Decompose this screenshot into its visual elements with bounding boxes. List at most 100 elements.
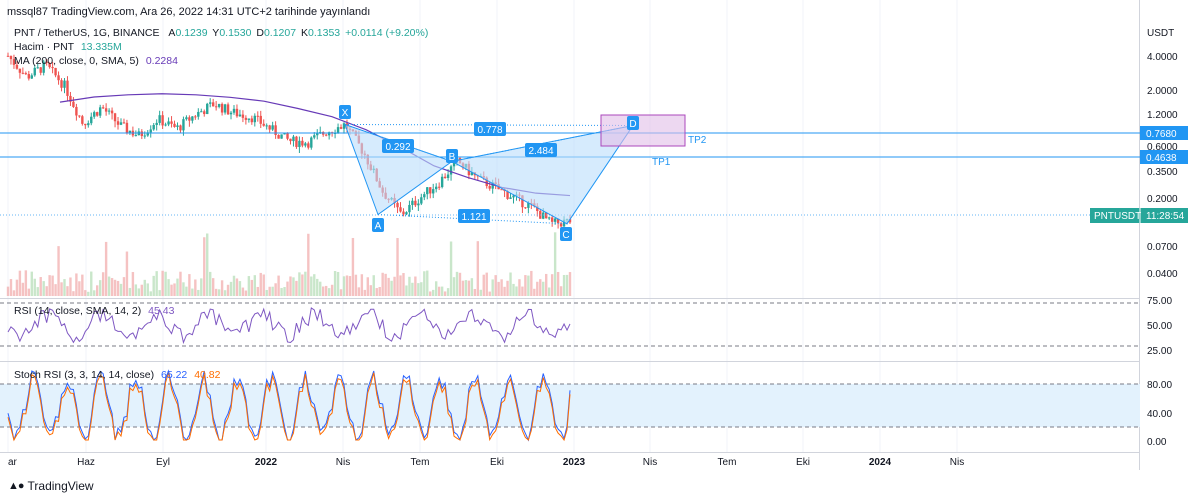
candle-body: [488, 186, 491, 189]
volume-bar: [494, 275, 497, 296]
candle-body: [280, 134, 283, 139]
volume-bar: [63, 279, 66, 296]
candle-body: [559, 223, 563, 227]
volume-bar: [274, 283, 277, 296]
candle-body: [75, 106, 78, 116]
volume-bar: [66, 286, 69, 296]
candle-body: [90, 116, 93, 124]
candle-body: [316, 133, 319, 136]
volume-bar: [200, 278, 203, 296]
volume-bar: [209, 271, 212, 296]
volume-bar: [402, 273, 405, 296]
volume-bar: [396, 237, 399, 296]
volume-bar: [497, 281, 500, 296]
volume-bar: [60, 282, 63, 296]
candle-body: [556, 218, 560, 224]
volume-bar: [360, 274, 364, 296]
volume-bar: [101, 272, 105, 296]
volume-bar: [110, 278, 114, 296]
stoch-d-line: [7, 372, 571, 442]
volume-bar: [30, 271, 33, 296]
candle-body: [104, 108, 108, 112]
volume-bar: [408, 276, 411, 296]
volume-bar: [206, 233, 209, 296]
price-axis-separator: [1139, 0, 1140, 470]
candle-body: [146, 132, 149, 136]
price-tick: 2.0000: [1147, 86, 1178, 97]
volume-bar: [220, 280, 224, 296]
volume-bar: [250, 279, 254, 296]
candle-body: [101, 107, 105, 109]
candle-body: [408, 204, 411, 213]
xabcd-pattern[interactable]: X A B C D 0.292 0.778 2.484 1.121 TP1 TP2: [339, 105, 707, 241]
volume-bar: [137, 288, 141, 296]
candle-body: [167, 121, 170, 125]
stoch-axis: 80.00 40.00 0.00: [1147, 380, 1172, 448]
candle-body: [399, 207, 402, 212]
time-tick: ar: [8, 457, 18, 468]
volume-bar: [539, 279, 542, 296]
volume-bar: [164, 271, 167, 296]
volume-bar: [530, 270, 533, 296]
volume-bar: [310, 276, 313, 296]
volume-bar: [357, 287, 361, 296]
candle-body: [119, 122, 123, 125]
rsi-pane-separator: [0, 298, 1140, 299]
volume-bar: [229, 281, 233, 296]
candle-body: [113, 113, 117, 122]
pattern-point-label: A: [375, 221, 382, 232]
pattern-point-label: X: [342, 108, 349, 119]
candlesticks: [6, 52, 572, 230]
candle-body: [304, 143, 307, 146]
candle-body: [206, 103, 209, 115]
volume-bar: [330, 284, 334, 296]
stoch-tick: 80.00: [1147, 380, 1172, 391]
candle-body: [209, 102, 212, 104]
candle-body: [500, 189, 503, 191]
symbol-name: PNT / TetherUS, 1G, BINANCE: [14, 27, 160, 39]
candle-body: [42, 61, 45, 73]
candle-body: [78, 115, 81, 117]
volume-bar: [467, 280, 471, 296]
volume-bar: [152, 275, 155, 296]
candle-body: [122, 122, 126, 124]
volume-bar: [36, 287, 39, 296]
pattern-point-A: [372, 218, 384, 232]
volume-bar: [262, 274, 265, 296]
volume-bar: [562, 274, 566, 296]
candle-body: [449, 166, 453, 175]
candle-body: [324, 134, 328, 136]
volume-bar: [241, 287, 245, 296]
tradingview-footer: ▲● TradingView: [8, 479, 94, 493]
volume-bar: [440, 286, 444, 296]
volume-bar: [12, 290, 16, 296]
target-label: TP2: [688, 135, 707, 146]
volume-bar: [259, 272, 262, 296]
candle-body: [179, 125, 182, 131]
price-tick: 0.2000: [1147, 194, 1178, 205]
volume-bar: [176, 278, 179, 296]
candle-body: [298, 140, 301, 147]
volume-bar: [119, 283, 123, 296]
volume-bar: [482, 274, 485, 296]
candle-body: [247, 118, 251, 120]
candle-body: [81, 116, 84, 124]
stoch-legend: Stoch RSI (3, 3, 14, 14, close) 65.22 40…: [14, 369, 221, 381]
volume-bar: [134, 284, 138, 296]
candle-body: [24, 73, 28, 75]
level-price-label: 0.4638: [1146, 153, 1177, 164]
ratio-label: 0.778: [477, 125, 502, 136]
volume-bar: [185, 286, 188, 296]
candle-body: [426, 187, 429, 195]
candle-body: [253, 115, 257, 123]
candle-body: [87, 123, 90, 126]
candle-body: [214, 106, 218, 108]
candle-body: [60, 80, 63, 88]
time-tick: Tem: [718, 457, 737, 468]
time-tick: Eyl: [156, 457, 170, 468]
volume-bar: [446, 288, 450, 296]
candle-body: [491, 182, 494, 189]
volume-bar: [393, 276, 396, 296]
candle-body: [509, 197, 512, 199]
